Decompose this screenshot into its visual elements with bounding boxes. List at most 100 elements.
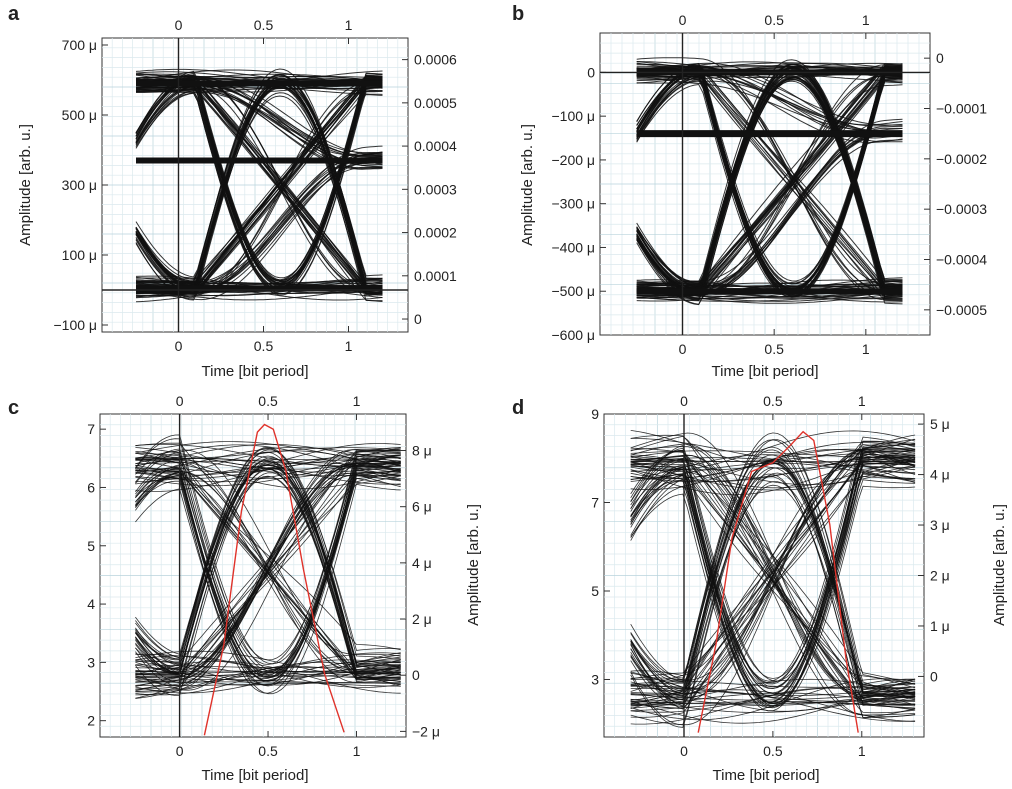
x-tick-label-top: 1: [858, 393, 866, 409]
y-right-tick-label: 2 μ: [930, 568, 950, 584]
eye-trace: [630, 448, 916, 480]
eye-trace: [630, 467, 916, 726]
eye-trace: [630, 458, 916, 710]
panel-d-letter: d: [512, 397, 524, 419]
eye-trace: [636, 292, 903, 302]
x-tick-label-top: 0.5: [254, 17, 274, 33]
x-tick-label-top: 0.5: [763, 393, 783, 409]
panel-c-letter: c: [8, 397, 19, 419]
panel-c-ylabel: Amplitude [arb. u.]: [465, 504, 482, 626]
eye-trace: [135, 76, 383, 289]
eye-trace: [636, 294, 903, 300]
y-left-tick-label: 3: [591, 671, 599, 687]
panel-c-axes: 0 0 0.5 0.5 1 1 2 3 4 5 6 7 −2 μ 0 2 μ 4 μ 6 μ 8 μ: [87, 393, 440, 759]
eye-trace: [135, 77, 383, 290]
x-tick-label-top: 0: [176, 393, 184, 409]
y-left-tick-label: −100 μ: [552, 108, 596, 124]
x-tick-label-top: 0: [175, 17, 183, 33]
eye-trace: [135, 73, 383, 290]
y-right-tick-label: 1 μ: [930, 618, 950, 634]
eye-trace: [630, 457, 916, 469]
y-left-tick-label: 700 μ: [62, 37, 97, 53]
eye-trace: [630, 472, 916, 728]
eye-trace: [630, 456, 916, 695]
eye-trace: [630, 476, 916, 719]
panel-a-axes: 0 0 0.5 0.5 1 1 −100 μ 100 μ 300 μ 500 μ 700 μ 0 0.0…: [54, 17, 458, 354]
eye-trace: [630, 457, 916, 695]
y-left-tick-label: 2: [87, 713, 95, 729]
x-tick-label: 1: [862, 341, 870, 357]
eye-trace: [135, 85, 383, 296]
panel-d-xlabel: Time [bit period]: [713, 767, 820, 784]
panel-d-axes: 0 0 0.5 0.5 1 1 3 5 7 9 0 1 μ 2 μ 3 μ 4 μ 5 μ: [591, 393, 950, 759]
y-right-tick-label: 0.0001: [414, 268, 457, 284]
eye-trace: [630, 444, 916, 701]
y-left-tick-label: −500 μ: [552, 283, 596, 299]
y-right-tick-label: 0: [930, 668, 938, 684]
y-left-tick-label: 7: [591, 494, 599, 510]
eye-trace: [135, 280, 383, 285]
y-right-tick-label: 0: [412, 667, 420, 683]
panel-b-ylabel: Amplitude [arb. u.]: [519, 124, 536, 246]
panel-a-xlabel: Time [bit period]: [202, 363, 309, 380]
eye-trace: [636, 139, 903, 286]
y-left-tick-label: −400 μ: [552, 239, 596, 255]
y-left-tick-label: 5: [87, 538, 95, 554]
y-right-tick-label: −2 μ: [412, 723, 440, 739]
y-right-tick-label: 0.0005: [414, 95, 457, 111]
eye-trace: [636, 68, 903, 288]
x-tick-label-top: 1: [345, 17, 353, 33]
x-tick-label: 0: [175, 338, 183, 354]
eye-trace: [636, 133, 903, 286]
x-tick-label-top: 1: [862, 12, 870, 28]
x-tick-label: 1: [353, 743, 361, 759]
panel-d-traces: [630, 430, 916, 733]
y-left-tick-label: 7: [87, 421, 95, 437]
y-right-tick-label: −0.0004: [936, 252, 987, 268]
eye-trace: [636, 71, 903, 298]
panel-a-letter: a: [8, 3, 20, 25]
x-tick-label: 0: [680, 743, 688, 759]
x-tick-label-top: 0.5: [258, 393, 278, 409]
eye-trace: [630, 439, 916, 698]
eye-trace: [630, 691, 916, 706]
panel-a-ylabel: Amplitude [arb. u.]: [17, 124, 34, 246]
eye-trace: [636, 68, 903, 294]
eye-trace: [630, 463, 916, 483]
red-overlay-curve: [697, 430, 859, 733]
y-right-tick-label: 6 μ: [412, 499, 432, 515]
eye-trace: [135, 70, 383, 281]
y-right-tick-label: 0.0002: [414, 225, 457, 241]
y-left-tick-label: 6: [87, 479, 95, 495]
x-tick-label: 1: [345, 338, 353, 354]
panel-c: c 0 0 0.5 0.5 1 1 2 3 4 5 6 7 −2 μ 0 2 μ 4 μ 6 μ 8 μ Time…: [8, 393, 482, 784]
y-left-tick-label: 9: [591, 406, 599, 422]
y-left-tick-label: 300 μ: [62, 177, 97, 193]
y-right-tick-label: 0.0004: [414, 138, 457, 154]
y-left-tick-label: 500 μ: [62, 107, 97, 123]
x-tick-label: 0: [176, 743, 184, 759]
eye-trace: [630, 436, 916, 682]
y-left-tick-label: 4: [87, 596, 95, 612]
panel-a-traces: [135, 68, 383, 303]
y-right-tick-label: −0.0003: [936, 201, 987, 217]
eye-trace: [636, 70, 903, 291]
y-right-tick-label: 3 μ: [930, 517, 950, 533]
eye-trace: [135, 88, 383, 157]
y-right-tick-label: 4 μ: [412, 555, 432, 571]
y-left-tick-label: −300 μ: [552, 196, 596, 212]
y-left-tick-label: 5: [591, 583, 599, 599]
eye-trace: [630, 455, 916, 704]
y-right-tick-label: 2 μ: [412, 611, 432, 627]
eye-trace: [630, 435, 916, 705]
panel-d: d 0 0 0.5 0.5 1 1 3 5 7 9 0 1 μ 2 μ 3 μ 4 μ 5 μ Time [b…: [512, 393, 1008, 784]
eye-trace: [636, 66, 903, 69]
y-left-tick-label: −200 μ: [552, 152, 596, 168]
y-right-tick-label: −0.0002: [936, 151, 987, 167]
y-right-tick-label: 0: [936, 50, 944, 66]
eye-trace: [630, 461, 916, 685]
eye-trace: [135, 83, 383, 294]
eye-trace: [630, 449, 916, 490]
y-right-tick-label: 4 μ: [930, 467, 950, 483]
